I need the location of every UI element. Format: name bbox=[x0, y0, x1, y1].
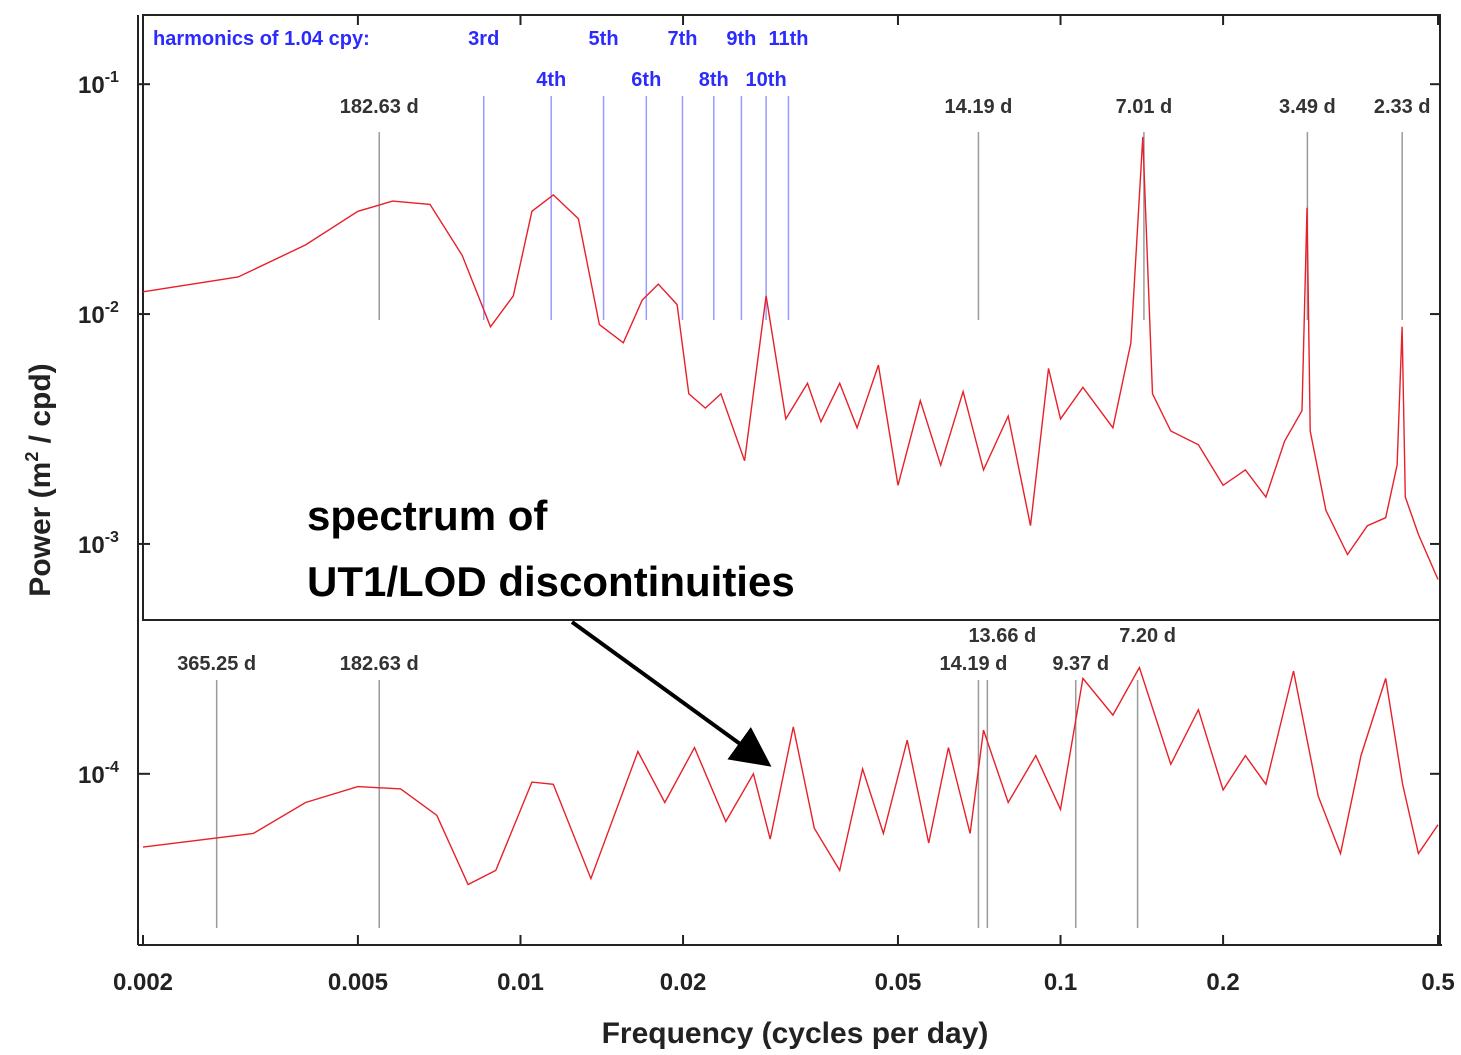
harmonic-label-11th: 11th bbox=[768, 28, 808, 50]
y-axis-title: Power (m2 / cpd) bbox=[22, 363, 57, 596]
axis-ticks: 0.002 0.005 0.01 0.02 0.05 0.1 0.2 0.5 10-1 10-2 1… bbox=[78, 15, 1455, 996]
x-tick-label-2: 0.01 bbox=[497, 969, 544, 996]
top-plot-frame bbox=[142, 14, 1441, 621]
top-period-label-0: 182.63 d bbox=[340, 96, 419, 118]
bottom-period-label-3: 14.19 d bbox=[940, 653, 1008, 675]
bottom-period-label-1: 182.63 d bbox=[340, 653, 419, 675]
x-tick-label-7: 0.5 bbox=[1421, 969, 1454, 996]
y-axis-title-tail: / cpd) bbox=[24, 363, 57, 451]
x-tick-label-4: 0.05 bbox=[875, 969, 922, 996]
top-period-label-3: 3.49 d bbox=[1279, 96, 1336, 118]
top-period-label-1: 14.19 d bbox=[945, 96, 1013, 118]
harmonics-header: harmonics of 1.04 cpy: bbox=[153, 28, 370, 50]
harmonic-label-3rd: 3rd bbox=[468, 28, 499, 50]
harmonic-label-10th: 10th bbox=[746, 69, 787, 91]
series-top-spectrum bbox=[142, 136, 1439, 580]
x-tick-label-5: 0.1 bbox=[1044, 969, 1077, 996]
series-bottom-spectrum bbox=[142, 665, 1439, 886]
x-tick-label-3: 0.02 bbox=[660, 969, 707, 996]
harmonic-label-7th: 7th bbox=[667, 28, 697, 50]
callout-arrow bbox=[570, 620, 772, 767]
x-tick-label-6: 0.2 bbox=[1206, 969, 1239, 996]
spectrum-series bbox=[142, 136, 1439, 886]
y-tick-label-3: 10-4 bbox=[78, 759, 119, 789]
harmonic-label-8th: 8th bbox=[699, 69, 729, 91]
x-tick-label-1: 0.005 bbox=[328, 969, 388, 996]
harmonic-label-5th: 5th bbox=[589, 28, 619, 50]
top-period-label-2: 7.01 d bbox=[1116, 96, 1173, 118]
x-axis-title: Frequency (cycles per day) bbox=[602, 1017, 989, 1050]
svg-text:Power (m2 / cpd): Power (m2 / cpd) bbox=[22, 363, 57, 596]
callout-line-2: UT1/LOD discontinuities bbox=[307, 558, 795, 605]
y-axis-title-main: Power (m bbox=[24, 462, 57, 597]
bottom-period-label-2: 13.66 d bbox=[968, 625, 1036, 647]
x-tick-label-0: 0.002 bbox=[113, 969, 173, 996]
harmonic-label-6th: 6th bbox=[631, 69, 661, 91]
harmonic-label-4th: 4th bbox=[536, 69, 566, 91]
top-period-label-4: 2.33 d bbox=[1374, 96, 1431, 118]
bottom-period-label-0: 365.25 d bbox=[177, 653, 256, 675]
y-tick-label-0: 10-1 bbox=[78, 69, 119, 99]
bottom-plot-frame bbox=[143, 620, 1440, 945]
bottom-period-label-5: 7.20 d bbox=[1119, 625, 1176, 647]
bottom-period-label-4: 9.37 d bbox=[1052, 653, 1109, 675]
y-tick-label-2: 10-3 bbox=[78, 529, 119, 559]
harmonic-label-9th: 9th bbox=[726, 28, 756, 50]
callout-line-1: spectrum of bbox=[307, 492, 548, 539]
y-axis-title-sup: 2 bbox=[22, 452, 42, 462]
y-tick-label-1: 10-2 bbox=[78, 299, 119, 329]
